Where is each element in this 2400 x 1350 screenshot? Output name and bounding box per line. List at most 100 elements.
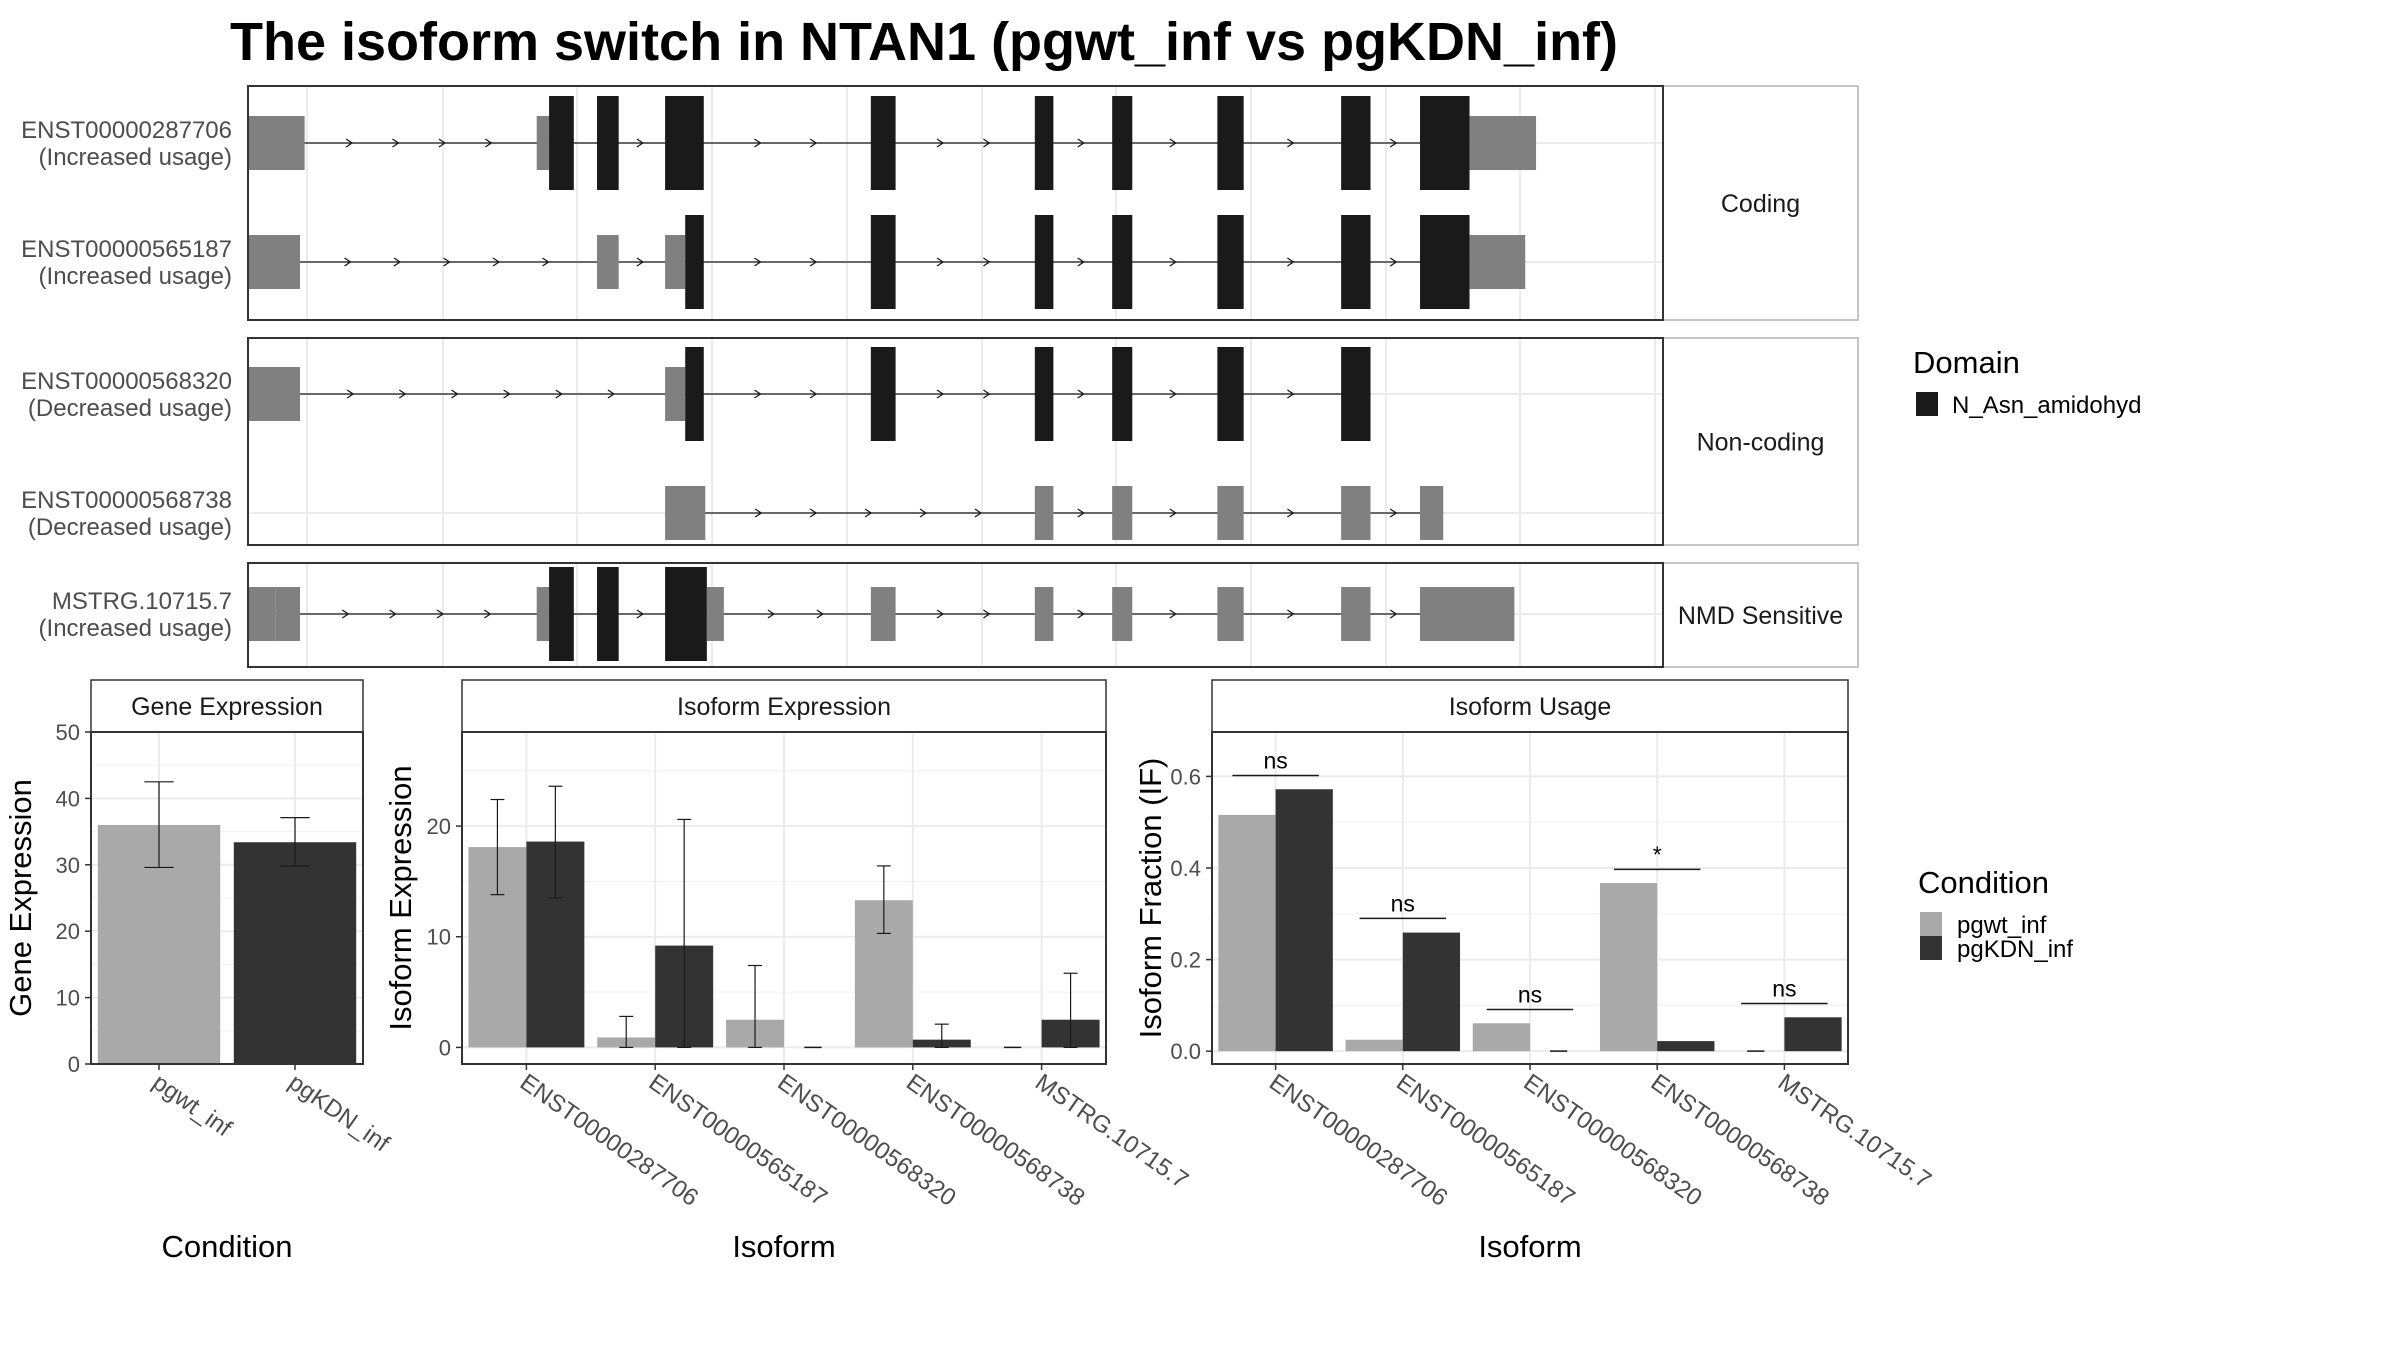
chart-border [90,731,364,1065]
exon-domain [685,347,704,441]
exon-domain [549,567,574,661]
y-tick-label: 30 [56,853,80,878]
intron-arrow [936,138,945,148]
facet-strip-label: NMD Sensitive [1678,602,1843,630]
domain-legend-title: Domain [1913,345,2020,380]
transcript-id-label: ENST00000565187 [21,236,232,263]
exon-utr [247,235,300,289]
intron-arrow [754,389,762,399]
exon-domain [685,215,704,309]
facet-strip [1662,337,1859,546]
exon-utr [1420,587,1515,641]
panel-border [247,562,1664,668]
exon-utr [536,587,550,641]
exon-utr [1112,587,1133,641]
bar-pgKDN_inf-ENST00000287706 [1275,789,1333,1052]
intron-arrow [864,508,873,518]
significance-label: * [1653,841,1662,867]
intron-arrow [393,257,402,267]
intron-arrow [344,257,352,267]
exon-domain [1034,96,1054,190]
intron-arrow [919,508,928,518]
intron-arrow [1287,389,1295,399]
transcript-usage-label: (Increased usage) [39,144,232,171]
exon-domain [870,215,896,309]
transcript-id-label: ENST00000287706 [21,117,232,144]
intron-arrow [936,257,945,267]
legend-label-pgkdn: pgKDN_inf [1957,936,2073,963]
exon-utr [597,235,619,289]
y-axis-title: Isoform Fraction (IF) [1133,758,1168,1039]
exon-utr [536,116,550,170]
transcript-id-label: ENST00000568738 [21,487,232,514]
intron-arrow [555,389,563,399]
exon-domain [1217,347,1244,441]
y-tick-label: 0.6 [1170,764,1201,789]
chart-2: Isoform Expression01020ENST00000287706EN… [383,679,1193,1264]
exon-utr [1217,486,1244,540]
y-tick-label: 40 [56,786,80,811]
bar-pgKDN_inf-ENST00000568738 [1657,1041,1715,1052]
exon-domain [597,96,619,190]
transcript-ENST00000568320: ENST00000568320(Decreased usage) [21,347,1371,441]
transcript-id-label: MSTRG.10715.7 [52,588,232,615]
condition-legend: Condition pgwt_inf pgKDN_inf [1918,865,2073,963]
intron-arrow [1287,257,1295,267]
condition-legend-title: Condition [1918,865,2049,900]
exon-utr [1341,486,1371,540]
intron-arrow [1169,389,1178,399]
exon-domain [1217,96,1244,190]
x-axis-title: Isoform [1478,1229,1581,1264]
exon-utr [247,587,276,641]
exon-utr [1034,587,1054,641]
exon-domain [1341,215,1371,309]
intron-arrow [1389,138,1398,148]
y-tick-label: 10 [56,986,80,1011]
y-tick-label: 50 [56,720,80,745]
y-axis-title: Gene Expression [3,779,38,1017]
intron-arrow [1077,389,1085,399]
exon-utr [247,116,305,170]
intron-arrow [1287,138,1295,148]
bar-pgKDN_inf-ENST00000565187 [1402,932,1461,1052]
intron-arrow [636,609,645,619]
intron-arrow [809,389,818,399]
transcript-id-label: ENST00000568320 [21,368,232,395]
intron-arrow [1169,257,1178,267]
exon-utr [1034,486,1054,540]
transcript-group-2: Non-coding ENST00000568320(Decreased usag… [21,337,1859,546]
intron-arrow [1389,508,1398,518]
intron-arrow [1389,609,1398,619]
intron-arrow [341,609,350,619]
intron-arrow [1287,508,1295,518]
intron-arrow [636,138,645,148]
intron-arrow [767,609,776,619]
exon-domain [870,347,896,441]
exon-domain [1034,347,1054,441]
domain-legend-key [1916,392,1938,416]
legend-key-pgwt [1920,912,1942,936]
intron-arrow [983,257,991,267]
y-tick-label: 20 [427,814,451,839]
exon-utr [1112,486,1133,540]
intron-arrow [346,389,355,399]
intron-arrow [483,609,492,619]
exon-utr [665,367,686,421]
y-tick-label: 0.0 [1170,1039,1201,1064]
figure-title: The isoform switch in NTAN1 (pgwt_inf vs… [230,12,1618,72]
intron-arrow [1169,609,1178,619]
transcript-ENST00000287706: ENST00000287706(Increased usage) [21,96,1537,190]
intron-arrow [389,609,397,619]
intron-arrow [451,389,459,399]
exon-utr [870,587,896,641]
exon-domain [1420,96,1470,190]
intron-arrow [503,389,511,399]
intron-arrow [443,257,451,267]
intron-arrow [542,257,550,267]
intron-arrow [809,508,818,518]
intron-arrow [754,508,763,518]
bar-pgwt_inf-ENST00000287706 [1218,814,1276,1052]
chart-1: Gene Expression 0 10 20 30 40 50 pgwt_inf pgKDN_… [3,679,394,1264]
facet-strip-label: Non-coding [1697,429,1825,457]
